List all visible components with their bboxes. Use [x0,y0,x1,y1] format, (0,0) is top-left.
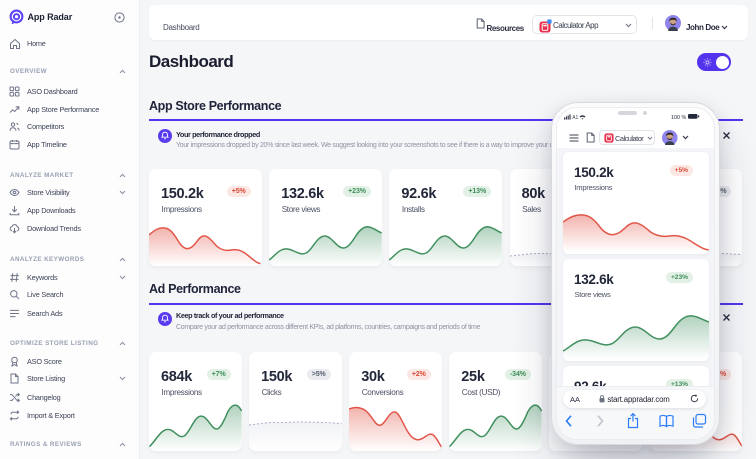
svg-text:100 %: 100 % [671,114,686,119]
svg-text:A1: A1 [572,115,578,120]
